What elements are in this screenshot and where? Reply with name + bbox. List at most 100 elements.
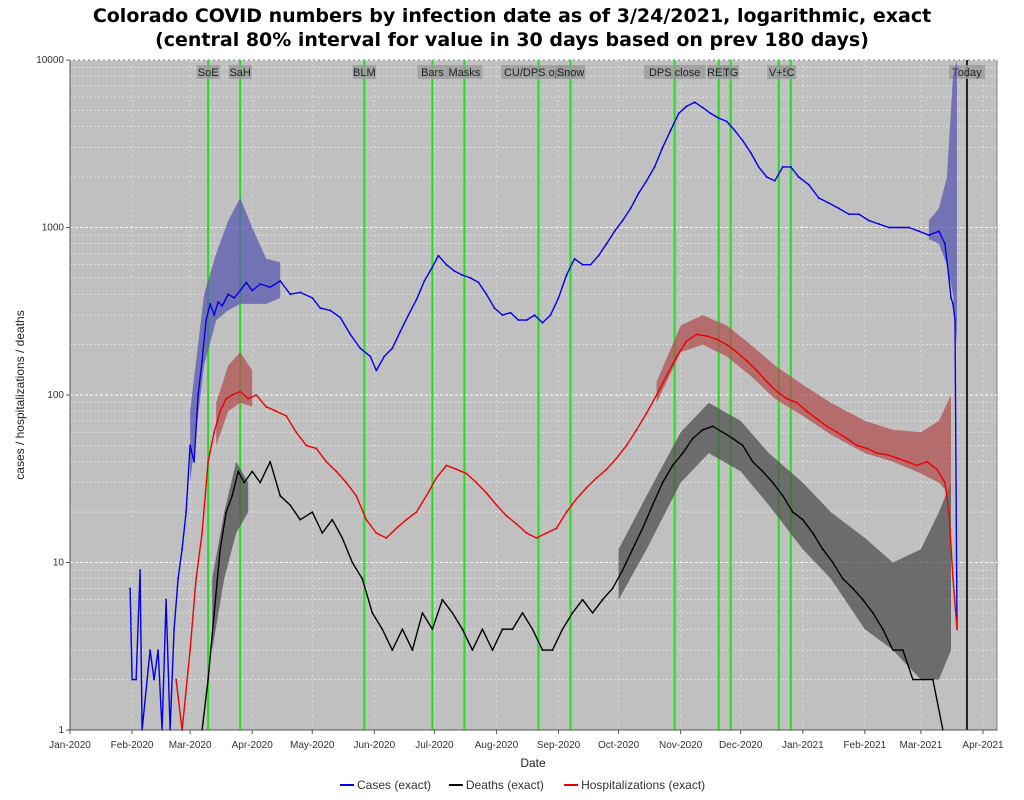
data-point-cases	[517, 319, 520, 321]
x-tick-label: Feb-2021	[843, 740, 886, 751]
data-point-cases	[153, 678, 156, 681]
data-point-hospitalizations	[665, 375, 668, 377]
data-point-cases	[773, 179, 776, 182]
x-tick-label: Nov-2020	[659, 740, 703, 751]
data-point-hospitalizations	[926, 460, 928, 463]
data-point-hospitalizations	[465, 472, 468, 475]
data-point-deaths	[231, 494, 234, 497]
y-tick-label: 100	[47, 390, 64, 401]
data-point-cases	[239, 289, 242, 292]
y-tick-label: 1000	[42, 223, 65, 234]
confidence-bands	[190, 60, 957, 680]
data-point-cases	[597, 254, 600, 257]
data-point-cases	[573, 257, 576, 260]
data-point-hospitalizations	[175, 678, 178, 681]
data-point-deaths	[431, 628, 434, 631]
legend-label: Cases (exact)	[357, 778, 431, 792]
data-point-cases	[653, 166, 656, 168]
data-point-cases	[749, 151, 752, 154]
data-point-deaths	[651, 504, 654, 506]
data-point-cases	[375, 369, 378, 372]
data-point-cases	[645, 179, 648, 182]
y-tick-label: 1	[58, 725, 64, 736]
data-point-cases	[918, 230, 920, 233]
event-label: TG	[722, 65, 740, 79]
today-label-text: Today	[952, 67, 982, 79]
data-point-hospitalizations	[485, 492, 488, 494]
data-point-hospitalizations	[866, 447, 868, 450]
data-point-deaths	[471, 649, 474, 651]
data-point-cases	[817, 197, 820, 199]
data-point-cases	[197, 394, 200, 396]
data-point-deaths	[691, 437, 694, 440]
event-label-text: SaH	[229, 67, 250, 79]
x-tick-label: Oct-2020	[598, 740, 640, 751]
data-point-cases	[709, 112, 712, 115]
data-point-deaths	[311, 511, 314, 513]
chart-title-line2: (central 80% interval for value in 30 da…	[155, 29, 869, 51]
event-label-bg	[767, 65, 791, 79]
data-point-deaths	[381, 628, 384, 631]
data-point-cases	[165, 598, 168, 601]
data-point-deaths	[411, 649, 414, 651]
data-point-hospitalizations	[785, 397, 788, 400]
x-tick-label: Aug-2020	[475, 740, 519, 751]
band-hospitalizations	[216, 352, 253, 446]
data-point-cases	[279, 280, 282, 282]
data-point-hospitalizations	[765, 380, 768, 383]
data-point-hospitalizations	[906, 460, 908, 463]
data-point-deaths	[321, 532, 324, 534]
data-point-cases	[201, 359, 204, 362]
data-point-cases	[193, 460, 196, 463]
data-point-cases	[677, 112, 680, 115]
data-point-hospitalizations	[635, 428, 638, 431]
x-tick-label: Jul-2020	[415, 740, 454, 751]
data-point-hospitalizations	[335, 470, 338, 473]
data-point-hospitalizations	[285, 415, 288, 417]
data-point-deaths	[781, 494, 784, 497]
chart-title-line1: Colorado COVID numbers by infection date…	[92, 5, 932, 27]
data-point-hospitalizations	[255, 394, 258, 396]
data-point-deaths	[701, 428, 704, 431]
x-tick-label: Feb-2020	[111, 740, 154, 751]
data-point-cases	[213, 314, 216, 316]
data-point-cases	[858, 213, 860, 216]
data-point-cases	[888, 226, 890, 229]
event-label: Snow	[555, 65, 586, 79]
data-point-cases	[661, 146, 664, 149]
data-point-hospitalizations	[896, 457, 898, 459]
event-label-bg	[352, 65, 376, 79]
data-point-hospitalizations	[775, 390, 778, 393]
data-point-cases	[717, 117, 720, 119]
data-point-hospitalizations	[705, 335, 708, 337]
data-point-deaths	[299, 518, 302, 521]
band-cases	[190, 198, 281, 483]
data-point-cases	[950, 297, 952, 299]
data-point-cases	[685, 105, 688, 108]
data-point-hospitalizations	[355, 494, 358, 497]
data-point-deaths	[862, 598, 864, 601]
data-point-deaths	[661, 481, 664, 484]
data-point-cases	[149, 649, 152, 651]
data-point-hospitalizations	[555, 527, 558, 530]
data-point-hospitalizations	[365, 518, 368, 521]
data-point-cases	[423, 280, 426, 282]
data-point-hospitalizations	[685, 340, 688, 342]
data-point-hospitalizations	[265, 405, 268, 408]
data-point-cases	[797, 176, 800, 179]
data-point-cases	[289, 293, 292, 296]
data-point-hospitalizations	[225, 397, 228, 400]
data-point-deaths	[251, 470, 254, 473]
data-point-hospitalizations	[805, 410, 808, 413]
data-point-hospitalizations	[845, 437, 848, 440]
event-label-bg	[196, 65, 220, 79]
data-point-cases	[251, 289, 254, 292]
data-point-hospitalizations	[201, 532, 204, 534]
event-label-text: Bars	[421, 67, 444, 79]
data-point-deaths	[511, 628, 514, 631]
band-cases	[928, 60, 957, 345]
data-point-cases	[781, 166, 784, 168]
data-point-cases	[329, 309, 332, 312]
data-point-hospitalizations	[295, 431, 298, 434]
x-tick-label: Apr-2021	[962, 740, 1004, 751]
